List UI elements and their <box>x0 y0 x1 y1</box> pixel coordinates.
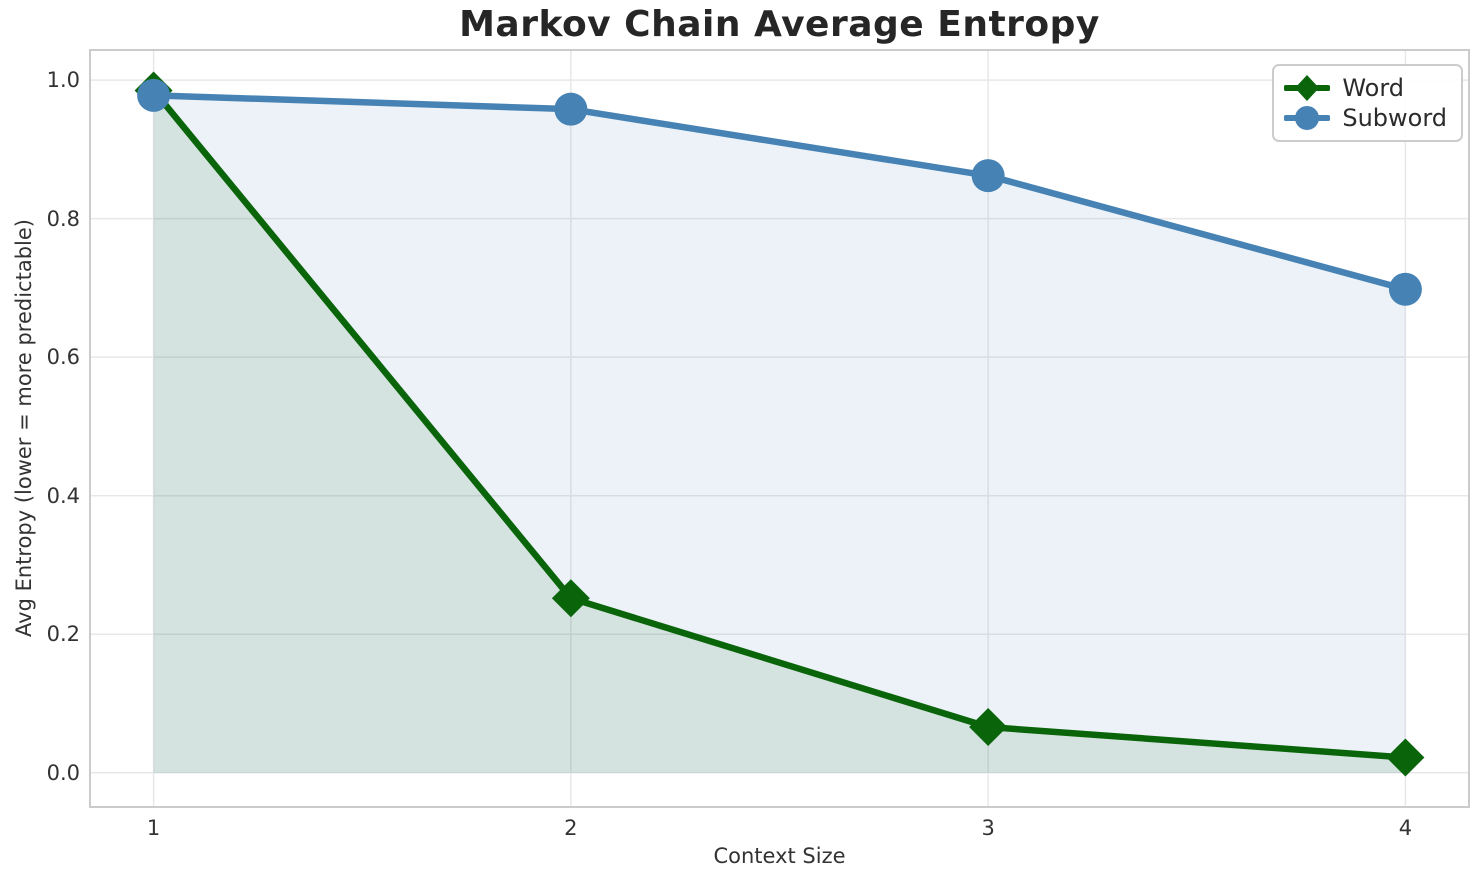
legend-label: Subword <box>1342 104 1447 132</box>
data-point-subword <box>137 78 171 112</box>
x-tick-label: 2 <box>564 816 578 840</box>
data-point-word <box>551 579 590 618</box>
data-point-subword <box>1388 272 1422 306</box>
y-tick-label: 0.6 <box>46 345 80 370</box>
series-line-subword <box>150 92 1409 293</box>
legend-marker-diamond-icon <box>1284 75 1331 101</box>
area-fill-word <box>153 90 1406 773</box>
x-tick-label: 4 <box>1398 816 1413 840</box>
x-tick-label: 1 <box>146 816 161 840</box>
data-point-word <box>1386 738 1425 777</box>
legend-item-subword: Subword <box>1284 103 1447 133</box>
data-point-subword <box>971 159 1005 193</box>
chart-title: Markov Chain Average Entropy <box>459 4 1100 45</box>
legend: Word Subword <box>1272 64 1463 142</box>
x-tick-label: 3 <box>981 816 995 840</box>
area-fill-subword <box>153 95 1406 773</box>
y-tick-label: 0.0 <box>46 760 80 785</box>
plot-canvas <box>91 51 1468 806</box>
y-tick-label: 1.0 <box>46 68 80 93</box>
series-line-word <box>150 87 1409 761</box>
legend-label: Word <box>1342 74 1405 102</box>
y-tick-label: 0.8 <box>46 206 80 231</box>
data-point-word <box>969 708 1008 747</box>
y-tick-label: 0.2 <box>46 622 80 647</box>
plot-area <box>89 49 1470 808</box>
y-axis-label: Avg Entropy (lower = more predictable) <box>12 219 36 637</box>
legend-marker-circle-icon <box>1284 106 1331 130</box>
x-axis-label: Context Size <box>713 844 846 868</box>
legend-item-word: Word <box>1284 73 1447 103</box>
data-point-subword <box>554 92 588 126</box>
y-tick-label: 0.4 <box>46 483 80 508</box>
